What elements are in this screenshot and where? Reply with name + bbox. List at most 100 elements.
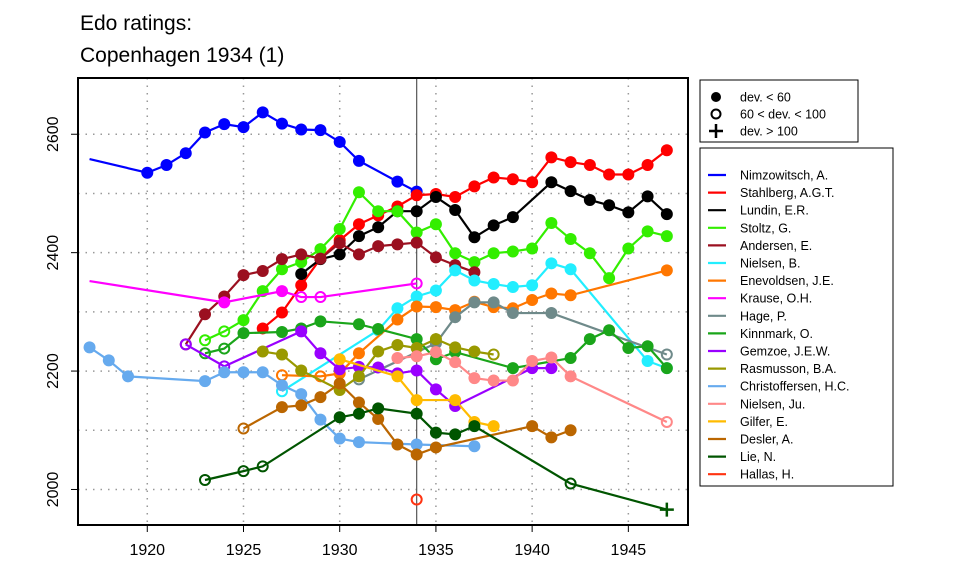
data-point [622, 242, 635, 255]
legend-label: Enevoldsen, J.E. [740, 274, 834, 288]
data-point [218, 118, 231, 131]
data-point [622, 206, 635, 219]
data-point [372, 221, 385, 234]
data-point [449, 356, 462, 369]
data-point [237, 465, 250, 478]
data-point [641, 225, 654, 238]
data-point [506, 245, 519, 258]
data-point [218, 366, 231, 379]
legend-label: Lie, N. [740, 450, 776, 464]
data-point [256, 460, 269, 473]
data-point [102, 354, 115, 367]
data-point [275, 325, 288, 338]
data-point [333, 135, 346, 148]
series-nimzowitsch-a [89, 106, 423, 198]
data-point [275, 379, 288, 392]
data-point [468, 274, 481, 287]
legend-label: Nielsen, Ju. [740, 397, 805, 411]
x-tick-label: 1920 [129, 542, 165, 559]
data-point [199, 334, 212, 347]
series-line [89, 279, 417, 304]
data-point [545, 431, 558, 444]
x-tick-label: 1930 [322, 542, 358, 559]
data-point [218, 325, 231, 338]
data-point [352, 396, 365, 409]
data-point [660, 362, 673, 375]
data-point [545, 176, 558, 189]
data-point [333, 411, 346, 424]
data-point [410, 407, 423, 420]
data-point [160, 159, 173, 172]
data-point [526, 279, 539, 292]
legend-label: Desler, A. [740, 433, 794, 447]
data-point [295, 399, 308, 412]
legend-label: Krause, O.H. [740, 292, 812, 306]
data-point [314, 291, 327, 304]
data-point [295, 364, 308, 377]
data-point [449, 247, 462, 260]
data-point [122, 370, 135, 383]
series-line [184, 241, 475, 346]
series-group [83, 106, 674, 517]
data-point [545, 151, 558, 164]
data-point [333, 248, 346, 261]
data-point [256, 345, 269, 358]
data-point [429, 191, 442, 204]
data-point [449, 264, 462, 277]
series-line [204, 407, 668, 511]
series-legend-box [699, 147, 894, 487]
data-point [603, 324, 616, 337]
data-point [410, 205, 423, 218]
legend-label: Nielsen, B. [740, 257, 800, 271]
data-point [314, 413, 327, 426]
data-point [660, 415, 673, 428]
data-point [545, 287, 558, 300]
data-point [468, 345, 481, 358]
y-tick-label: 2600 [45, 116, 62, 152]
data-point [372, 323, 385, 336]
data-point [449, 394, 462, 407]
data-point [526, 294, 539, 307]
data-point [545, 257, 558, 270]
marker-legend-label: dev. < 60 [740, 91, 791, 105]
data-point [199, 308, 212, 321]
data-point [410, 394, 423, 407]
data-point [449, 311, 462, 324]
marker-legend-label: 60 < dev. < 100 [740, 108, 826, 122]
data-point [179, 338, 192, 351]
series-rasmusson-b-a [256, 333, 500, 397]
series-lundin-e-r [295, 176, 673, 280]
data-point [352, 347, 365, 360]
data-point [256, 106, 269, 119]
x-tick-label: 1940 [514, 542, 550, 559]
data-point [583, 333, 596, 346]
data-point [295, 267, 308, 280]
y-tick-label: 2000 [45, 472, 62, 508]
data-point [641, 355, 654, 368]
axes: 1920 1925 1930 1935 1940 1945 2000 2200 2400 2600 [45, 116, 646, 559]
data-point [237, 269, 250, 282]
chart-title-line2: Copenhagen 1934 (1) [80, 44, 284, 67]
data-point [429, 426, 442, 439]
data-point [391, 175, 404, 188]
data-point [352, 154, 365, 167]
legend-label: Hage, P. [740, 309, 787, 323]
data-point [410, 438, 423, 451]
data-point [275, 401, 288, 414]
data-point [199, 375, 212, 388]
series-stoltz-g [199, 186, 673, 347]
data-point [352, 407, 365, 420]
data-point [275, 117, 288, 130]
data-point [526, 242, 539, 255]
data-point [295, 123, 308, 136]
data-point [410, 493, 423, 506]
data-point [564, 289, 577, 302]
data-point [352, 230, 365, 243]
data-point [429, 251, 442, 264]
data-point [545, 351, 558, 364]
data-point [583, 159, 596, 172]
legend-label: Christoffersen, H.C. [740, 380, 850, 394]
series-christoffersen-h-c [83, 341, 481, 453]
data-point [372, 413, 385, 426]
